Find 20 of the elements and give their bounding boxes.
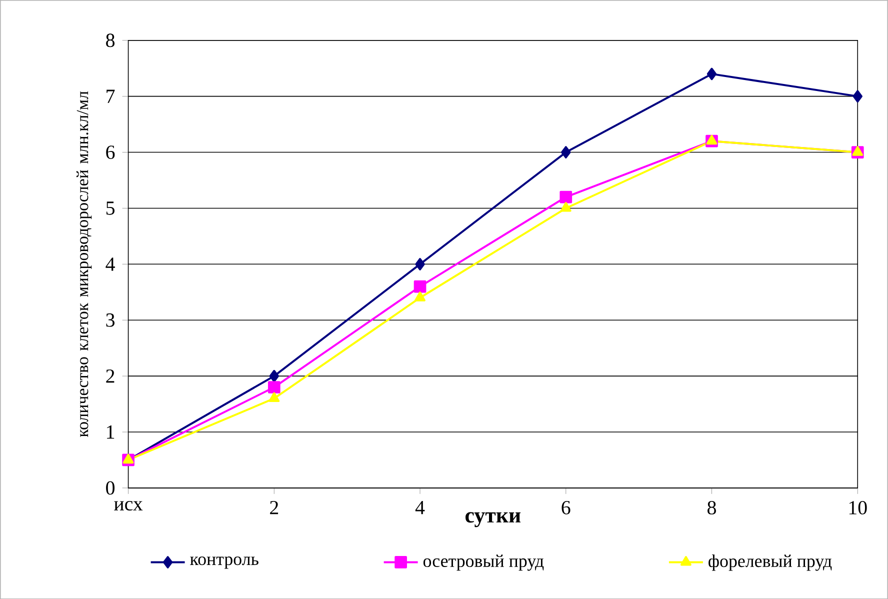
x-tick-label: 4 <box>415 500 425 514</box>
y-tick-label: 8 <box>106 34 115 47</box>
y-tick-label: 0 <box>106 481 115 495</box>
legend-label: форелевый пруд <box>708 554 832 571</box>
x-tick-label: 10 <box>849 500 867 514</box>
y-tick-label: 7 <box>106 90 115 103</box>
y-tick-label: 1 <box>107 425 114 438</box>
x-tick-label: 6 <box>562 500 570 514</box>
y-tick-label: 3 <box>106 313 114 327</box>
legend-label: осетровый пруд <box>423 554 544 571</box>
x-tick-label: 2 <box>270 500 278 514</box>
x-tick-label: исх <box>114 500 143 510</box>
x-axis-title: сутки <box>466 512 521 528</box>
legend-label: контроль <box>190 556 258 569</box>
y-tick-label: 5 <box>106 201 114 215</box>
y-axis-title: количество клеток микроводорослей млн.кл/мл <box>76 91 92 437</box>
y-tick-label: 2 <box>106 369 114 383</box>
x-tick-label: 8 <box>708 500 716 514</box>
y-tick-label: 4 <box>106 257 115 271</box>
y-tick-label: 6 <box>106 145 115 159</box>
